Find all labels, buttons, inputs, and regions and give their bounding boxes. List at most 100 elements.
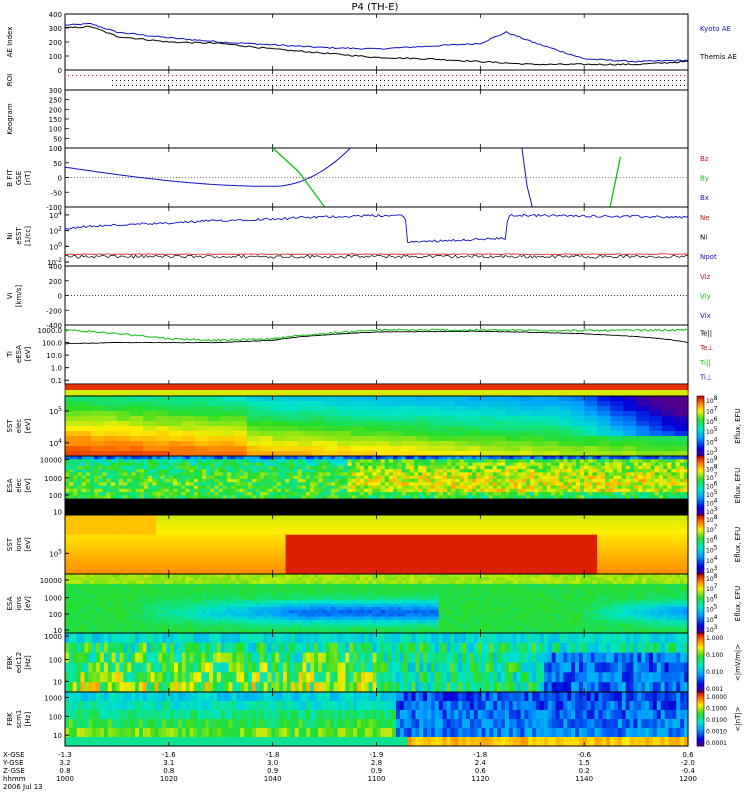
legend-entry: Vix — [700, 312, 711, 320]
ephemeris-value: -1.3 — [58, 751, 72, 759]
roi-dot — [148, 85, 149, 86]
roi-dot — [296, 75, 297, 76]
roi-dot — [568, 85, 569, 86]
roi-dot — [212, 85, 213, 86]
roi-dot — [404, 80, 405, 81]
roi-dot — [536, 85, 537, 86]
roi-dot — [672, 80, 673, 81]
roi-dot — [612, 75, 613, 76]
esa_e-ytick-label: 1000 — [44, 475, 62, 483]
roi-dot — [120, 75, 121, 76]
roi-dot — [332, 80, 333, 81]
roi-dot — [596, 80, 597, 81]
roi-dot — [320, 85, 321, 86]
time-tick-label: 1200 — [679, 775, 697, 783]
roi-dot — [176, 75, 177, 76]
roi-dot — [376, 75, 377, 76]
sst_e-spectrogram — [65, 396, 689, 457]
roi-dot — [404, 75, 405, 76]
roi-dot — [512, 85, 513, 86]
roi-dot — [436, 85, 437, 86]
roi-dot — [552, 80, 553, 81]
roi-dot — [628, 85, 629, 86]
roi-dot — [580, 75, 581, 76]
ti-ytick-label: 10.0 — [46, 352, 62, 360]
roi-dot — [656, 80, 657, 81]
y-axis-label: eSST — [15, 227, 23, 245]
roi-dot — [436, 75, 437, 76]
roi-dot — [488, 80, 489, 81]
roi-dot — [152, 80, 153, 81]
legend-entry: Npot — [700, 253, 717, 261]
roi-dot — [576, 75, 577, 76]
y-axis-label: [eV] — [24, 596, 32, 611]
roi-dot — [444, 85, 445, 86]
roi-dot — [272, 75, 273, 76]
roi-dot — [344, 80, 345, 81]
esa_i-ytick-label: 10000 — [40, 577, 62, 585]
roi-dot — [304, 80, 305, 81]
roi-dot — [672, 75, 673, 76]
roi-dot — [208, 85, 209, 86]
ae-frame — [65, 14, 688, 70]
fbk_e-ytick-label: 10 — [53, 678, 62, 686]
ni-ytick-label: 102 — [49, 226, 62, 236]
roi-dot — [516, 80, 517, 81]
roi-dot — [520, 75, 521, 76]
roi-dot — [276, 85, 277, 86]
roi-dot — [484, 75, 485, 76]
roi-dot — [176, 80, 177, 81]
roi-dot — [644, 85, 645, 86]
roi-dot — [164, 75, 165, 76]
ephemeris-row-label: X-GSE — [3, 751, 25, 759]
roi-dot — [652, 75, 653, 76]
roi-dot — [404, 85, 405, 86]
roi-dot — [564, 80, 565, 81]
roi-dot — [216, 85, 217, 86]
roi-dot — [188, 85, 189, 86]
sst_e-colorbar-label: 105 — [706, 426, 718, 436]
roi-dot — [256, 85, 257, 86]
npot-line — [65, 214, 688, 242]
roi-dot — [432, 85, 433, 86]
roi-dot — [316, 85, 317, 86]
roi-dot — [284, 85, 285, 86]
roi-dot — [160, 85, 161, 86]
roi-dot — [352, 80, 353, 81]
roi-dot — [372, 75, 373, 76]
roi-dot — [616, 75, 617, 76]
roi-dot — [640, 85, 641, 86]
roi-dot — [432, 80, 433, 81]
esa_i-spectrogram — [65, 574, 689, 634]
roi-dot — [528, 85, 529, 86]
sst_i-colorbar-title: Eflux, EFU — [734, 527, 742, 562]
sst_i-colorbar-label: 104 — [706, 555, 718, 565]
ti-ytick-label: 100.0 — [42, 340, 62, 348]
roi-dot — [516, 85, 517, 86]
ae-line-0 — [65, 24, 688, 63]
roi-dot — [120, 80, 121, 81]
keogram-ytick-label: 150 — [49, 116, 62, 124]
roi-dot — [384, 85, 385, 86]
roi-dot — [472, 85, 473, 86]
fbk_e-colorbar-label: 1.000 — [706, 635, 723, 642]
ephemeris-value: -1.8 — [266, 751, 280, 759]
roi-dot — [140, 80, 141, 81]
roi-dot — [268, 80, 269, 81]
roi-dot — [456, 75, 457, 76]
roi-dot — [80, 75, 81, 76]
roi-dot — [264, 75, 265, 76]
ae-ytick-label: 300 — [49, 25, 62, 33]
roi-dot — [360, 75, 361, 76]
roi-dot — [676, 80, 677, 81]
roi-dot — [388, 80, 389, 81]
roi-dot — [540, 80, 541, 81]
fbk_b-colorbar-label: 0.0100 — [706, 717, 727, 724]
roi-dot — [328, 80, 329, 81]
roi-dot — [200, 80, 201, 81]
roi-dot — [576, 80, 577, 81]
roi-dot — [648, 85, 649, 86]
roi-dot — [460, 75, 461, 76]
roi-dot — [408, 75, 409, 76]
roi-dot — [484, 85, 485, 86]
